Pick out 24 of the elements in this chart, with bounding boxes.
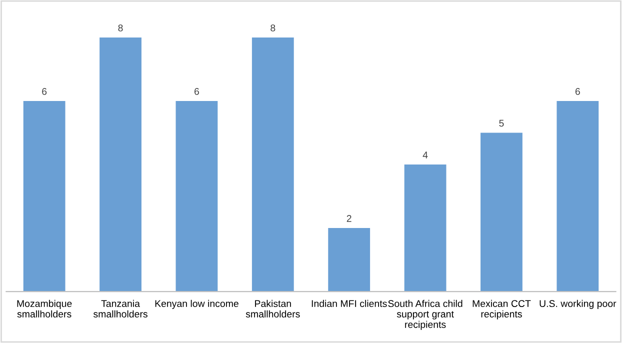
bar [556, 100, 599, 292]
data-label: 5 [499, 120, 504, 127]
x-tick-label: South Africa child support grant recipients [388, 300, 462, 330]
bar [480, 132, 522, 292]
x-tick-label: Tanzania smallholders [94, 300, 148, 318]
x-tick-label: U.S. working poor [540, 300, 616, 309]
data-label: 6 [194, 88, 199, 95]
x-tick-label: Mexican CCT recipients [472, 300, 531, 320]
data-label: 8 [118, 24, 123, 32]
data-label: 2 [346, 215, 352, 222]
x-tick-label: Indian MFI clients [312, 300, 387, 308]
x-tick-label: Mozambique smallholders [17, 300, 72, 318]
bar [100, 37, 142, 292]
data-label: 4 [422, 152, 428, 158]
bar [404, 164, 446, 292]
x-tick-label: Kenyan low income [155, 300, 238, 309]
data-label: 6 [42, 88, 47, 95]
x-tick-label: Pakistan smallholders [246, 300, 300, 318]
data-label: 8 [270, 24, 276, 32]
bar [23, 100, 66, 292]
bar [252, 37, 294, 292]
bar [176, 100, 218, 292]
data-label: 6 [575, 88, 580, 95]
bar [328, 228, 370, 292]
